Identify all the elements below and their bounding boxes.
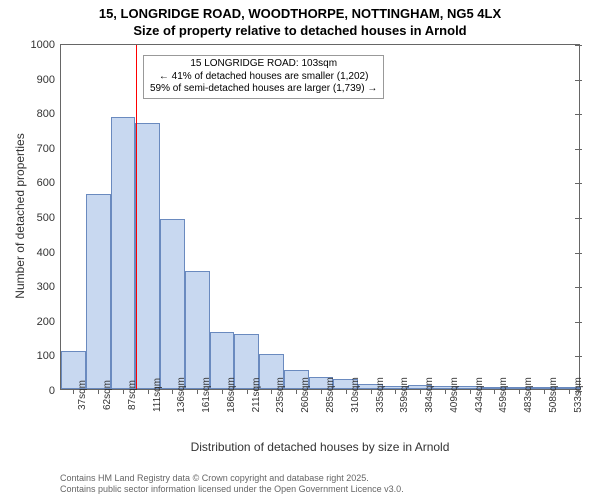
- title-line-2: Size of property relative to detached ho…: [0, 23, 600, 40]
- x-tick-label: 434sqm: [474, 377, 485, 413]
- x-tick-label: 161sqm: [201, 377, 212, 413]
- x-tick-label: 335sqm: [375, 377, 386, 413]
- y-tick-label: 500: [37, 212, 61, 224]
- histogram-bar: [160, 219, 185, 389]
- x-tick-label: 111sqm: [152, 378, 163, 412]
- y-tick-label: 1000: [31, 39, 61, 51]
- annotation-line-3: 59% of semi-detached houses are larger (…: [150, 83, 377, 96]
- histogram-bar: [111, 117, 136, 389]
- x-tick-label: 483sqm: [523, 377, 534, 413]
- histogram-bar: [86, 194, 111, 389]
- chart-container: 15, LONGRIDGE ROAD, WOODTHORPE, NOTTINGH…: [0, 0, 600, 500]
- plot-area: 15 LONGRIDGE ROAD: 103sqm ← 41% of detac…: [60, 44, 580, 390]
- y-tick-label: 0: [49, 385, 61, 397]
- x-tick-label: 136sqm: [176, 377, 187, 413]
- x-axis-label: Distribution of detached houses by size …: [60, 440, 580, 454]
- y-tick-label: 100: [37, 350, 61, 362]
- y-tick-label: 600: [37, 177, 61, 189]
- x-tick-label: 459sqm: [498, 377, 509, 413]
- y-tick-label: 700: [37, 143, 61, 155]
- annotation-box: 15 LONGRIDGE ROAD: 103sqm ← 41% of detac…: [143, 55, 384, 99]
- x-tick-label: 285sqm: [325, 377, 336, 413]
- x-tick-label: 235sqm: [275, 377, 286, 413]
- x-tick-label: 62sqm: [102, 380, 113, 410]
- footer: Contains HM Land Registry data © Crown c…: [60, 473, 404, 496]
- x-tick-label: 310sqm: [350, 377, 361, 413]
- histogram-bar: [135, 123, 160, 389]
- title-line-1: 15, LONGRIDGE ROAD, WOODTHORPE, NOTTINGH…: [0, 6, 600, 23]
- y-tick-label: 200: [37, 316, 61, 328]
- reference-line: [136, 45, 137, 389]
- y-tick-label: 300: [37, 281, 61, 293]
- y-tick-label: 800: [37, 108, 61, 120]
- y-tick-label: 900: [37, 74, 61, 86]
- histogram-bar: [185, 271, 210, 389]
- x-tick-label: 508sqm: [548, 377, 559, 413]
- y-axis-label: Number of detached properties: [13, 116, 27, 316]
- x-tick-label: 409sqm: [449, 377, 460, 413]
- x-tick-label: 384sqm: [424, 377, 435, 413]
- chart-title: 15, LONGRIDGE ROAD, WOODTHORPE, NOTTINGH…: [0, 0, 600, 40]
- footer-line-2: Contains public sector information licen…: [60, 484, 404, 496]
- x-tick-label: 186sqm: [226, 377, 237, 413]
- x-tick-label: 260sqm: [300, 377, 311, 413]
- x-tick-label: 533sqm: [573, 377, 584, 413]
- x-tick-label: 359sqm: [399, 377, 410, 413]
- x-tick-label: 211sqm: [251, 378, 262, 413]
- annotation-line-1: 15 LONGRIDGE ROAD: 103sqm: [150, 58, 377, 71]
- x-tick-label: 37sqm: [77, 380, 88, 410]
- footer-line-1: Contains HM Land Registry data © Crown c…: [60, 473, 404, 485]
- annotation-line-2: ← 41% of detached houses are smaller (1,…: [150, 71, 377, 84]
- x-tick-label: 87sqm: [127, 380, 138, 410]
- y-tick-label: 400: [37, 247, 61, 259]
